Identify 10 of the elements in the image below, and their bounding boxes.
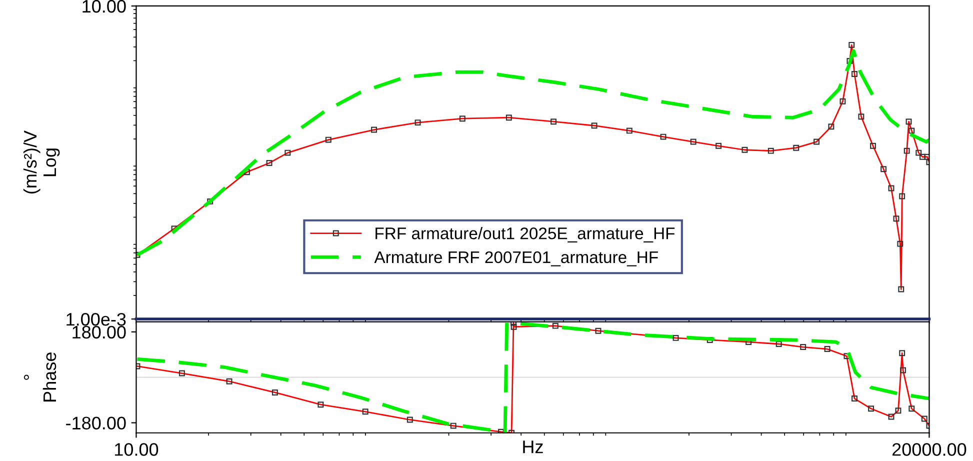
y-axis-title: (m/s²)/V Log <box>23 130 60 194</box>
y-tick-label: -180.00 <box>66 416 126 430</box>
y-tick-label: 10.00 <box>82 0 126 13</box>
legend-label: FRF armature/out1 2025E_armature_HF <box>376 227 675 242</box>
x-tick-label: 20000.00 <box>892 443 966 456</box>
y-tick-label: 1.00e-3 <box>66 312 126 326</box>
y-axis-title: ° Phase <box>24 352 56 402</box>
y-tick-label: 180.00 <box>72 326 126 339</box>
legend-label: Armature FRF 2007E01_armature_HF <box>374 251 658 266</box>
x-axis-title: Hz <box>523 440 543 454</box>
